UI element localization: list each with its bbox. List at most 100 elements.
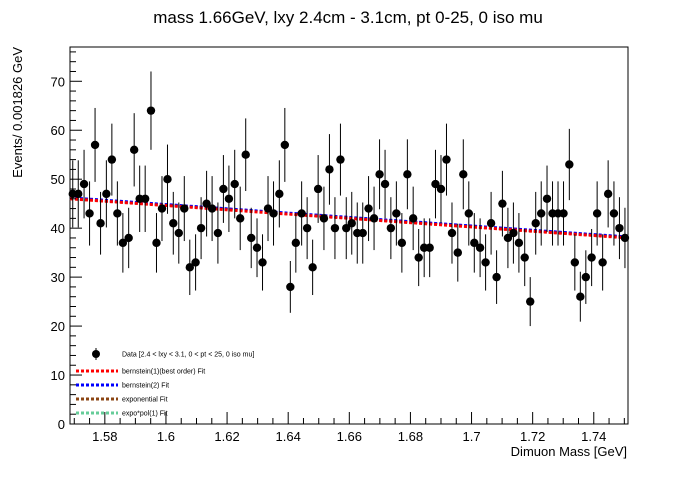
data-point bbox=[275, 189, 284, 199]
data-point bbox=[397, 238, 407, 248]
x-tick-label: 1.62 bbox=[214, 429, 239, 444]
y-tick-label: 50 bbox=[51, 172, 65, 187]
data-point bbox=[542, 194, 552, 203]
data-point bbox=[302, 223, 312, 233]
data-point bbox=[291, 238, 301, 248]
data-point bbox=[615, 223, 624, 233]
data-point bbox=[592, 209, 602, 218]
data-point bbox=[236, 214, 245, 223]
data-point bbox=[330, 223, 340, 233]
data-point bbox=[414, 253, 423, 262]
y-tick-label: 20 bbox=[51, 319, 65, 334]
x-tick-label: 1.68 bbox=[398, 429, 423, 444]
data-point bbox=[470, 238, 479, 248]
data-point bbox=[336, 155, 345, 164]
chart-title: mass 1.66GeV, lxy 2.4cm - 3.1cm, pt 0-25… bbox=[153, 8, 543, 27]
data-point bbox=[319, 214, 329, 223]
data-point bbox=[325, 165, 334, 174]
data-point bbox=[358, 228, 367, 238]
data-point bbox=[258, 258, 267, 267]
data-point bbox=[498, 199, 507, 208]
x-tick-label: 1.6 bbox=[157, 429, 175, 444]
data-point bbox=[342, 223, 351, 233]
data-point bbox=[408, 214, 418, 223]
data-point bbox=[453, 248, 462, 257]
data-point bbox=[570, 258, 580, 267]
data-point bbox=[185, 263, 194, 272]
data-point bbox=[531, 219, 540, 228]
data-point bbox=[230, 179, 239, 189]
x-axis: 1.58 1.6 1.62 1.64 1.66 1.68 1.7 1.72 1.74 bbox=[73, 412, 625, 444]
data-point bbox=[140, 194, 150, 203]
data-point bbox=[386, 223, 396, 233]
data-point bbox=[263, 204, 273, 213]
data-points bbox=[68, 71, 630, 327]
x-tick-label: 1.74 bbox=[581, 429, 606, 444]
y-tick-label: 40 bbox=[51, 221, 65, 236]
data-point bbox=[392, 209, 401, 218]
data-point bbox=[269, 209, 278, 218]
data-point bbox=[598, 258, 607, 267]
legend-label: Data [2.4 < lxy < 3.1, 0 < pt < 25, 0 is… bbox=[122, 352, 254, 359]
data-point bbox=[475, 243, 485, 252]
data-point bbox=[241, 150, 250, 159]
data-point bbox=[247, 233, 256, 243]
data-point bbox=[403, 170, 412, 179]
data-point bbox=[157, 204, 167, 213]
data-point bbox=[380, 179, 390, 189]
data-point bbox=[431, 179, 440, 189]
data-point bbox=[191, 258, 200, 267]
data-point bbox=[102, 189, 111, 199]
data-point bbox=[620, 233, 630, 243]
y-axis: 0 10 20 30 40 50 60 70 bbox=[51, 51, 82, 432]
data-point bbox=[459, 170, 468, 179]
data-point bbox=[207, 204, 217, 213]
legend-label: bernstein(2) Fit bbox=[122, 383, 169, 390]
data-point bbox=[169, 219, 178, 228]
fit-lines bbox=[69, 196, 629, 240]
data-point bbox=[492, 272, 501, 282]
data-point bbox=[520, 253, 529, 262]
legend-label: exponential Fit bbox=[122, 397, 168, 404]
data-point bbox=[107, 155, 117, 164]
y-tick-label: 0 bbox=[58, 417, 65, 432]
data-point bbox=[174, 228, 183, 238]
data-point bbox=[90, 140, 100, 150]
x-tick-label: 1.58 bbox=[92, 429, 117, 444]
data-point bbox=[113, 209, 122, 218]
data-point bbox=[96, 219, 105, 228]
data-point bbox=[447, 228, 457, 238]
data-point bbox=[286, 282, 295, 292]
y-tick-label: 70 bbox=[51, 74, 65, 89]
data-point bbox=[224, 194, 234, 203]
legend: Data [2.4 < lxy < 3.1, 0 < pt < 25, 0 is… bbox=[76, 348, 254, 418]
data-point bbox=[486, 219, 496, 228]
data-point bbox=[219, 184, 228, 194]
data-point bbox=[297, 209, 306, 218]
data-point bbox=[514, 238, 524, 248]
x-tick-label: 1.7 bbox=[463, 429, 481, 444]
legend-label: bernstein(1)(best order) Fit bbox=[122, 369, 205, 376]
legend-marker bbox=[92, 350, 100, 358]
data-point bbox=[180, 204, 189, 213]
fit-line bbox=[69, 197, 629, 240]
data-point bbox=[118, 238, 128, 248]
data-point bbox=[581, 272, 591, 282]
data-point bbox=[364, 204, 373, 213]
data-point bbox=[587, 253, 596, 262]
data-point bbox=[442, 155, 451, 164]
data-point bbox=[163, 174, 172, 184]
y-tick-label: 10 bbox=[51, 368, 65, 383]
data-point bbox=[152, 238, 161, 248]
data-point bbox=[481, 258, 490, 267]
data-point bbox=[526, 297, 535, 306]
legend-label: expo*pol(1) Fit bbox=[122, 411, 168, 418]
data-point bbox=[74, 189, 83, 199]
y-axis-label: Events/ 0.001826 GeV bbox=[10, 47, 25, 178]
data-point bbox=[202, 199, 211, 208]
x-axis-label: Dimuon Mass [GeV] bbox=[511, 444, 627, 459]
data-point bbox=[559, 209, 568, 218]
data-point bbox=[369, 214, 379, 223]
